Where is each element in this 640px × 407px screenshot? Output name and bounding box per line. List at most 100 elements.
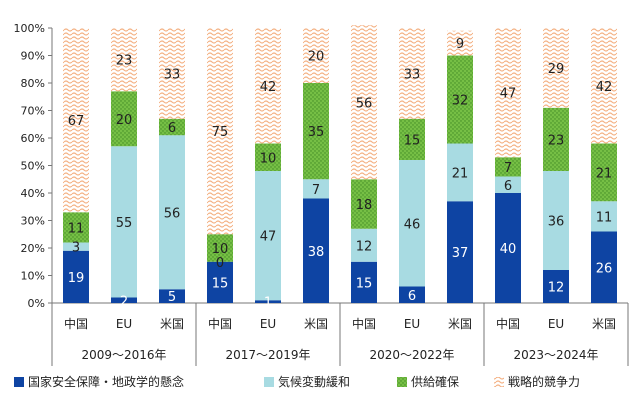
data-label: 6 [168, 121, 176, 136]
y-tick-label: 10% [21, 270, 45, 283]
bar-segment [447, 30, 473, 56]
y-tick-label: 100% [14, 22, 45, 35]
bar-segment [255, 28, 281, 144]
bar-segment [351, 25, 377, 180]
category-label: 米国 [304, 317, 328, 331]
category-label: 中国 [496, 316, 520, 331]
bar-segment [207, 261, 233, 303]
data-label: 21 [596, 166, 613, 181]
y-tick-label: 80% [21, 77, 45, 90]
bar-segment [591, 231, 617, 303]
category-label: 中国 [64, 316, 88, 331]
data-label: 15 [404, 133, 421, 148]
data-label: 47 [260, 230, 277, 245]
bar-segment [207, 234, 233, 262]
bar-segment [399, 28, 425, 119]
data-label: 7 [504, 161, 512, 176]
data-label: 0 [216, 256, 224, 271]
bar-segment [63, 212, 89, 243]
y-tick-label: 50% [21, 160, 45, 173]
legend-label: 供給確保 [411, 374, 459, 389]
data-label: 10 [212, 242, 229, 257]
bar-segment [159, 135, 185, 290]
data-label: 35 [308, 125, 325, 140]
legend: 国家安全保障・地政学的懸念 気候変動緩和 供給確保 戦略的競争力 [14, 374, 580, 389]
bar-segment [351, 261, 377, 303]
data-label: 26 [596, 261, 613, 276]
bar-segment [63, 242, 89, 251]
data-label: 18 [356, 198, 373, 213]
data-label: 29 [548, 62, 565, 77]
bar-segment [111, 146, 137, 298]
data-label: 15 [212, 276, 229, 291]
category-label: EU [116, 317, 132, 331]
data-label: 21 [452, 166, 469, 181]
legend-swatch [264, 377, 274, 387]
legend-label: 戦略的競争力 [508, 374, 580, 389]
data-label: 40 [500, 242, 517, 257]
data-label: 42 [260, 80, 277, 95]
legend-swatch [397, 377, 407, 387]
y-tick-label: 70% [21, 105, 45, 118]
category-label: EU [404, 317, 420, 331]
bar-segment [255, 143, 281, 171]
bar-segment [495, 28, 521, 158]
data-label: 1 [264, 296, 272, 311]
bar-segment [591, 28, 617, 144]
bar-segment [399, 286, 425, 303]
data-label: 67 [68, 114, 85, 129]
bar-segment [447, 143, 473, 202]
data-label: 11 [596, 210, 613, 225]
legend-label: 気候変動緩和 [278, 374, 350, 389]
bar-segment [303, 83, 329, 180]
bar-segment [159, 28, 185, 119]
data-label: 47 [500, 87, 517, 102]
legend-label: 国家安全保障・地政学的懸念 [28, 374, 184, 389]
axes: 0% 10% 20% 30% 40% 50% 60% 70% 80% 90% 100% [14, 22, 628, 310]
data-label: 32 [452, 94, 469, 109]
data-label: 23 [116, 54, 133, 69]
bar-segment [303, 198, 329, 303]
data-label: 75 [212, 125, 229, 140]
data-label: 46 [404, 217, 421, 232]
bar-segment [447, 201, 473, 303]
data-label: 38 [308, 245, 325, 260]
bar-segment [303, 179, 329, 199]
data-label: 33 [404, 67, 421, 82]
data-label: 5 [168, 290, 176, 305]
bar-segment [63, 28, 89, 213]
category-label: 中国 [208, 316, 232, 331]
category-label: 中国 [352, 316, 376, 331]
data-label: 6 [504, 179, 512, 194]
data-label: 23 [548, 133, 565, 148]
data-label: 7 [312, 183, 320, 198]
bar-segment [543, 270, 569, 303]
bars [63, 25, 617, 303]
y-tick-label: 40% [21, 187, 45, 200]
bar-segment [207, 28, 233, 235]
bar-segment [159, 118, 185, 136]
bar-segment [159, 289, 185, 303]
bar-segment [591, 201, 617, 232]
bar-segment [495, 157, 521, 177]
bar-segment [543, 171, 569, 270]
data-label: 19 [68, 271, 85, 286]
y-tick-label: 0% [28, 297, 45, 310]
bar-segment [399, 160, 425, 287]
bar-segment [495, 193, 521, 303]
category-label: EU [260, 317, 276, 331]
bar-segment [495, 176, 521, 193]
bar-segment [63, 250, 89, 303]
data-label: 36 [548, 215, 565, 230]
bar-segment [111, 91, 137, 147]
category-label: 米国 [160, 317, 184, 331]
bar-segment [303, 28, 329, 83]
bar-segment [255, 300, 281, 303]
group-label: 2017～2019年 [225, 348, 310, 362]
bar-segment [399, 118, 425, 160]
data-label: 55 [116, 216, 133, 231]
data-label: 3 [72, 241, 80, 256]
data-label: 11 [68, 221, 85, 236]
